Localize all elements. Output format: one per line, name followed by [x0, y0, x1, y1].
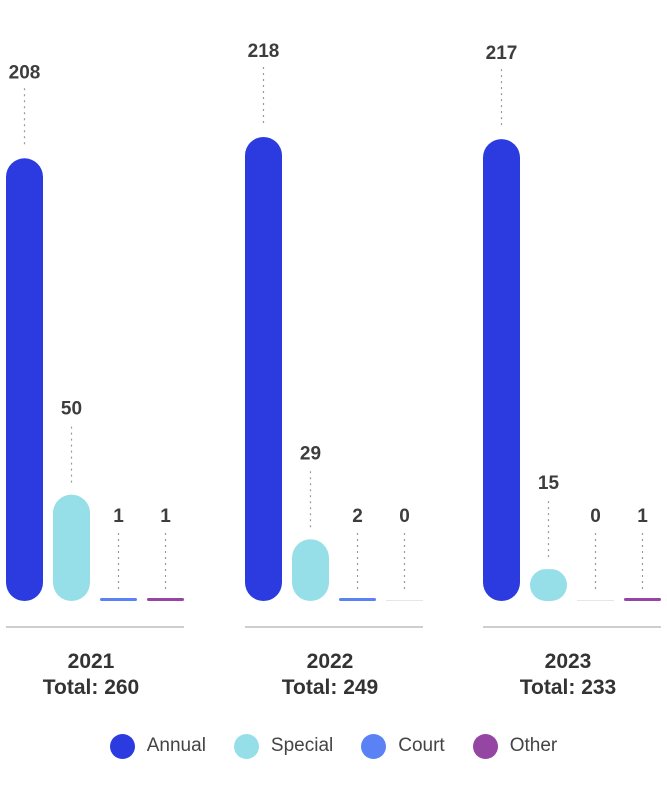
year-label-2023: 2023 — [545, 650, 592, 673]
legend-item-other: Other — [472, 733, 558, 759]
bar-other-2022 — [386, 600, 423, 601]
bar-annual-2023 — [483, 139, 520, 602]
bar-annual-2022 — [245, 137, 282, 601]
total-label-2023: Total: 233 — [520, 676, 616, 699]
data-label-special-2021: 50 — [61, 399, 82, 420]
bar-chart: 208 50 1 1 2021 Total: 260 218 29 2 0 2022 Total: 2… — [6, 41, 661, 699]
legend-item-court: Court — [361, 733, 445, 759]
data-label-annual-2022: 218 — [248, 41, 280, 62]
data-label-court-2023: 0 — [590, 506, 601, 527]
legend: Annual Special Court Other — [0, 728, 667, 764]
legend-label-court: Court — [398, 735, 445, 756]
total-label-2021: Total: 260 — [43, 676, 139, 699]
year-label-2021: 2021 — [68, 650, 115, 673]
bar-court-2022 — [339, 598, 376, 601]
bar-other-2021 — [147, 598, 184, 601]
data-label-special-2023: 15 — [538, 473, 560, 494]
legend-item-special: Special — [233, 733, 334, 759]
data-label-other-2022: 0 — [399, 506, 410, 527]
legend-item-annual: Annual — [109, 733, 206, 759]
bar-court-2021 — [100, 598, 137, 601]
data-label-court-2022: 2 — [352, 506, 363, 527]
total-label-2022: Total: 249 — [282, 676, 378, 699]
bar-annual-2021 — [6, 158, 43, 601]
bar-special-2023 — [530, 569, 567, 601]
bar-special-2022 — [292, 539, 329, 601]
data-label-special-2022: 29 — [300, 443, 321, 464]
legend-label-annual: Annual — [146, 735, 206, 756]
legend-label-special: Special — [270, 735, 334, 756]
legend-swatch-court — [361, 733, 387, 759]
data-label-court-2021: 1 — [113, 506, 124, 527]
legend-swatch-other — [472, 733, 498, 759]
legend-label-other: Other — [509, 735, 558, 756]
year-label-2022: 2022 — [307, 650, 354, 673]
bar-other-2023 — [624, 598, 661, 601]
legend-swatch-annual — [109, 733, 135, 759]
bar-court-2023 — [577, 600, 614, 601]
data-label-other-2023: 1 — [637, 506, 648, 527]
bar-special-2021 — [53, 494, 90, 601]
data-label-other-2021: 1 — [160, 506, 171, 527]
data-label-annual-2021: 208 — [9, 62, 41, 83]
legend-swatch-special — [233, 733, 259, 759]
data-label-annual-2023: 217 — [486, 43, 518, 64]
